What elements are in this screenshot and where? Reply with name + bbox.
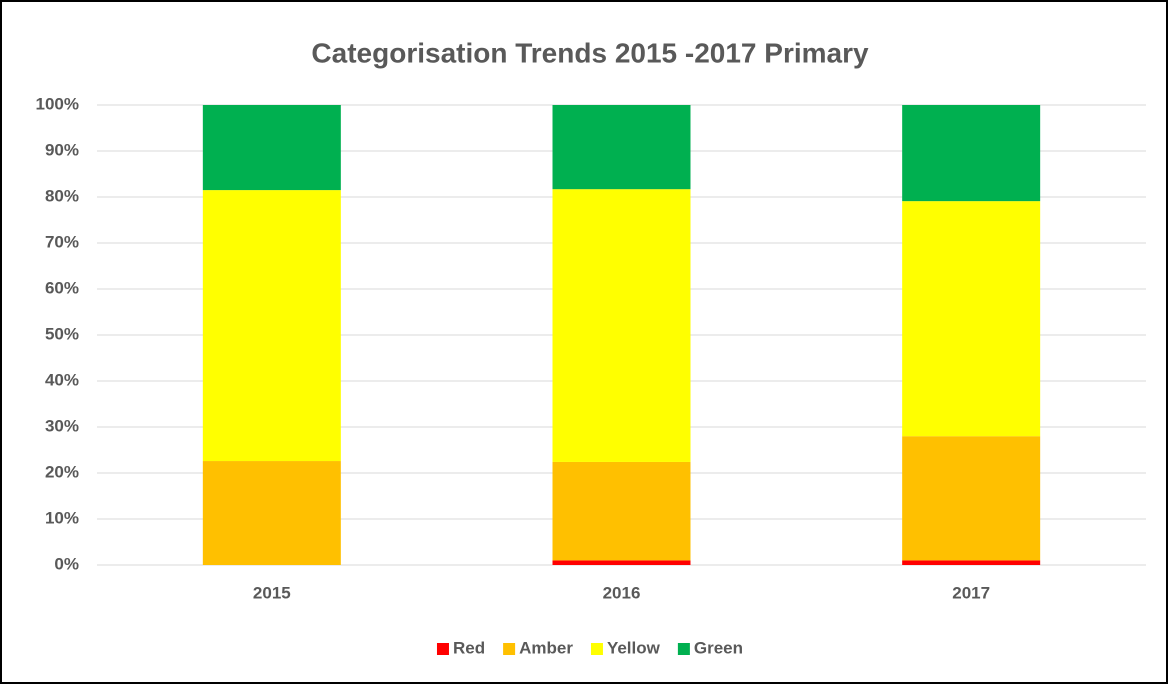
- chart-title: Categorisation Trends 2015 -2017 Primary: [311, 37, 869, 68]
- y-tick-label: 100%: [36, 94, 79, 113]
- legend-label: Amber: [519, 638, 573, 657]
- legend-label: Yellow: [607, 638, 661, 657]
- bar-segment: [202, 105, 341, 191]
- bar-segment: [902, 436, 1041, 561]
- bar-segment: [552, 560, 691, 565]
- legend-swatch: [590, 643, 603, 655]
- bar-segment: [552, 189, 691, 462]
- legend-label: Red: [453, 638, 485, 657]
- y-tick-label: 80%: [45, 186, 79, 205]
- bar-segment: [902, 560, 1041, 565]
- bar-segment: [552, 105, 691, 190]
- legend-swatch: [436, 643, 449, 655]
- y-tick-label: 50%: [45, 324, 79, 343]
- y-tick-label: 30%: [45, 416, 79, 435]
- x-tick-label: 2015: [253, 583, 291, 602]
- y-tick-label: 20%: [45, 462, 79, 481]
- x-tick-label: 2017: [952, 583, 990, 602]
- y-tick-label: 10%: [45, 508, 79, 527]
- legend-swatch: [677, 643, 690, 655]
- y-tick-label: 60%: [45, 278, 79, 297]
- bar-segment: [552, 461, 691, 561]
- y-tick-label: 0%: [54, 554, 79, 573]
- y-tick-label: 90%: [45, 140, 79, 159]
- y-tick-label: 70%: [45, 232, 79, 251]
- bar-segment: [202, 461, 341, 565]
- legend-swatch: [503, 643, 516, 655]
- bar-segment: [902, 201, 1041, 437]
- legend-label: Green: [694, 638, 743, 657]
- y-tick-label: 40%: [45, 370, 79, 389]
- bar-segment: [902, 105, 1041, 202]
- bar-segment: [202, 190, 341, 462]
- x-tick-label: 2016: [603, 583, 641, 602]
